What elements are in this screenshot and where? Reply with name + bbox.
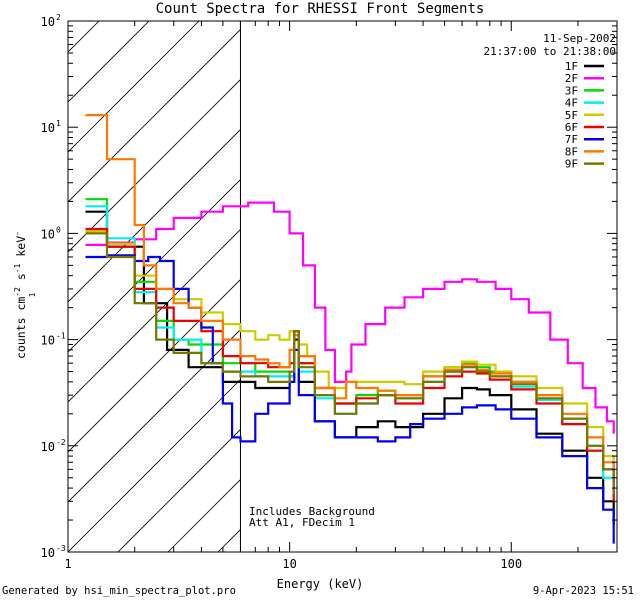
x-tick-label: 10 bbox=[282, 557, 296, 571]
hatch-line bbox=[318, 0, 640, 552]
series-5F bbox=[85, 230, 615, 478]
y-tick-exponent: 1 bbox=[56, 119, 61, 128]
legend-label-7F: 7F bbox=[565, 133, 578, 146]
chart-title: Count Spectra for RHESSI Front Segments bbox=[155, 1, 485, 17]
annotation-attenuator: Att A1, FDecim 1 bbox=[249, 516, 355, 529]
y-tick-exponent: 0 bbox=[56, 225, 61, 234]
footer-generated-by: Generated by hsi_min_spectra_plot.pro bbox=[2, 585, 236, 597]
x-tick-label: 1 bbox=[64, 557, 71, 571]
y-axis-label: counts cm-2 s-1 keV-1 bbox=[13, 231, 37, 359]
time-range: 21:37:00 to 21:38:00 bbox=[483, 45, 616, 58]
y-tick-label: 10 bbox=[41, 546, 55, 560]
y-tick-label: 10 bbox=[41, 440, 55, 454]
series-4F bbox=[85, 205, 615, 502]
y-tick-exponent: 2 bbox=[56, 13, 61, 22]
series-8F bbox=[85, 114, 615, 489]
hatch-line bbox=[68, 378, 241, 552]
legend-label-1F: 1F bbox=[565, 60, 578, 73]
legend-label-8F: 8F bbox=[565, 145, 578, 158]
hatched-region bbox=[68, 0, 640, 552]
series-6F bbox=[85, 227, 615, 502]
y-tick-label: 10 bbox=[41, 227, 55, 241]
observation-date: 11-Sep-2002 bbox=[543, 32, 616, 45]
x-tick-label: 100 bbox=[500, 557, 522, 571]
series-1F bbox=[85, 210, 615, 525]
hatch-line bbox=[117, 428, 241, 552]
hatch-line bbox=[68, 178, 241, 353]
y-tick-label: 10 bbox=[41, 334, 55, 348]
y-tick-exponent: -2 bbox=[56, 438, 66, 447]
legend-label-9F: 9F bbox=[565, 158, 578, 171]
series-9F bbox=[85, 232, 615, 495]
hatch-lines bbox=[68, 0, 640, 552]
hatch-line bbox=[68, 128, 241, 303]
hatch-line bbox=[618, 0, 640, 552]
y-tick-exponent: -3 bbox=[56, 544, 66, 553]
series-3F bbox=[85, 198, 615, 489]
legend-label-5F: 5F bbox=[565, 109, 578, 122]
footer-timestamp: 9-Apr-2023 15:51 bbox=[532, 585, 634, 597]
hatch-line bbox=[68, 78, 241, 253]
hatch-line bbox=[268, 0, 640, 552]
annotation-background: Includes Background bbox=[249, 505, 375, 518]
hatch-line bbox=[68, 228, 241, 403]
hatch-line bbox=[68, 278, 241, 453]
y-tick-exponent: -1 bbox=[56, 332, 66, 341]
hatch-line bbox=[68, 21, 200, 153]
y-tick-label: 10 bbox=[41, 121, 55, 135]
hatch-line bbox=[368, 0, 640, 552]
legend-label-6F: 6F bbox=[565, 121, 578, 134]
legend-label-4F: 4F bbox=[565, 97, 578, 110]
axis-ticks bbox=[67, 20, 618, 553]
legend-label-2F: 2F bbox=[565, 72, 578, 85]
plot-frame bbox=[67, 20, 618, 553]
x-axis-label: Energy (keV) bbox=[276, 577, 364, 591]
legend-label-3F: 3F bbox=[565, 84, 578, 97]
hatch-line bbox=[518, 0, 640, 552]
hatch-line bbox=[68, 21, 150, 103]
y-tick-label: 10 bbox=[41, 15, 55, 29]
series-2F bbox=[85, 201, 615, 434]
hatch-line bbox=[68, 28, 241, 203]
series-layer bbox=[85, 114, 615, 544]
hatch-line bbox=[68, 328, 241, 503]
series-7F bbox=[85, 254, 615, 544]
